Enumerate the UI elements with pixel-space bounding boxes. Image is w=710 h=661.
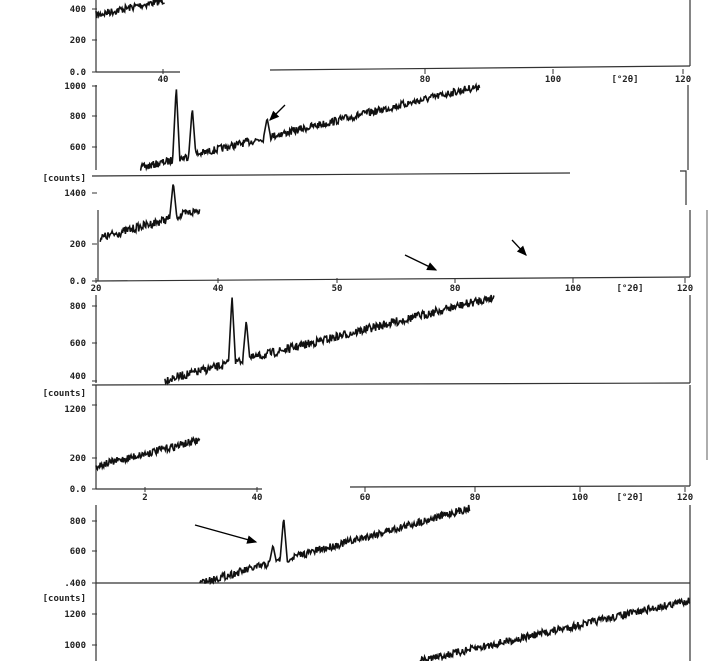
trace-panel-6	[199, 504, 471, 586]
y-tick-label: 800	[70, 302, 86, 312]
y-axis-label: [counts]	[43, 174, 86, 184]
arrow-head-icon	[246, 535, 258, 544]
x-tick-label: 120	[677, 493, 693, 503]
trace-panel-2	[139, 82, 481, 172]
x-tick-label: 40	[252, 493, 263, 503]
x-axis-1b	[269, 65, 691, 71]
y-tick-label: 1200	[64, 610, 86, 620]
x-tick-label: 80	[470, 493, 481, 503]
x-tick-label: 120	[677, 284, 693, 294]
x-axis-5b	[349, 485, 691, 488]
x-tick-label: 100	[572, 493, 588, 503]
tick-marks	[92, 8, 686, 646]
trace-panel-3	[99, 184, 201, 242]
x-tick-label: 80	[420, 75, 431, 85]
x-axis-unit: [°2θ]	[616, 284, 643, 294]
x-tick-label: 60	[360, 493, 371, 503]
annotation-arrows	[194, 104, 527, 544]
y-axis-label: [counts]	[43, 389, 86, 399]
y-tick-label: 800	[70, 112, 86, 122]
y-tick-label: 1000	[64, 641, 86, 651]
y-tick-label: .400	[64, 579, 86, 589]
panel-divider-2	[91, 382, 691, 386]
x-axis-unit: [°2θ]	[611, 75, 638, 85]
x-tick-label: 50	[332, 284, 343, 294]
y-tick-label: 200	[70, 454, 86, 464]
y-tick-label: 200	[70, 36, 86, 46]
arrow-head-icon	[426, 262, 438, 271]
y-tick-label: 600	[70, 339, 86, 349]
axes	[91, 0, 708, 661]
x-tick-label: 100	[545, 75, 561, 85]
y-tick-label: 0.0	[70, 68, 86, 78]
y-tick-label: 1200	[64, 405, 86, 415]
arrow-shaft	[194, 524, 257, 543]
y-tick-label: 400	[70, 372, 86, 382]
y-tick-label: 1400	[64, 189, 86, 199]
x-tick-label: 20	[91, 284, 102, 294]
y-tick-label: 600	[70, 143, 86, 153]
y-tick-label: 800	[70, 517, 86, 527]
arrow-head-icon	[516, 245, 527, 256]
traces	[95, 0, 691, 661]
trace-panel-7	[419, 597, 691, 661]
x-tick-label: 120	[675, 75, 691, 85]
y-tick-label: 1000	[64, 82, 86, 92]
panel-divider-1	[91, 172, 571, 177]
y-axis-label: [counts]	[43, 594, 86, 604]
y-tick-label: 0.0	[70, 485, 86, 495]
x-tick-label: 2	[142, 493, 147, 503]
x-tick-label: 100	[565, 284, 581, 294]
y-tick-label: 0.0	[70, 277, 86, 287]
trace-panel-4	[164, 294, 495, 386]
arrow-head-icon	[269, 110, 280, 121]
y-tick-label: 600	[70, 547, 86, 557]
x-axis-unit: [°2θ]	[616, 493, 643, 503]
y-tick-label: 200	[70, 240, 86, 250]
x-tick-label: 80	[450, 284, 461, 294]
trace-panel-5	[95, 435, 201, 472]
y-tick-label: 400	[70, 5, 86, 15]
x-tick-label: 40	[213, 284, 224, 294]
x-axis-3	[95, 276, 691, 282]
trace-panel-1	[95, 0, 165, 19]
x-tick-label: 40	[158, 75, 169, 85]
right-border-3a	[680, 170, 687, 205]
